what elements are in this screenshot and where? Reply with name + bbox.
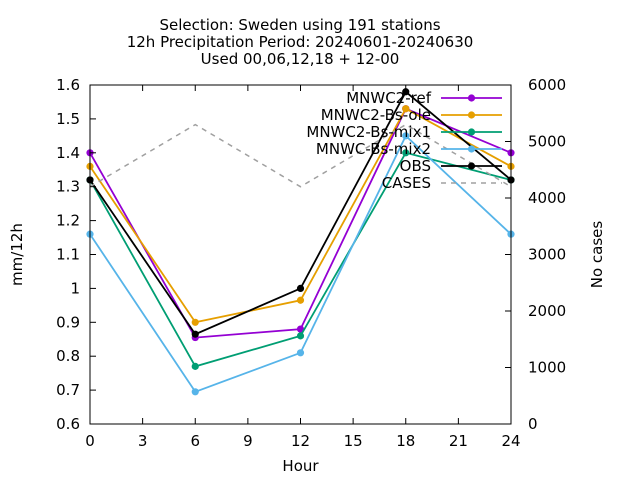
legend-label: CASES — [382, 174, 431, 192]
y-tick-label: 1.6 — [56, 76, 80, 94]
series-line-cases — [89, 123, 512, 188]
y-tick-label: 0.7 — [56, 381, 80, 399]
y2-axis-label: No cases — [588, 221, 606, 289]
data-point — [191, 318, 199, 326]
legend-label: MNWC2-Bs-mix1 — [306, 123, 431, 141]
x-tick-label: 15 — [344, 432, 363, 450]
data-point — [296, 284, 305, 292]
y-tick-label: 1.3 — [56, 178, 80, 196]
y-tick-label: 1 — [70, 279, 80, 297]
title-line: 12h Precipitation Period: 20240601-20240… — [127, 33, 474, 51]
data-point — [402, 88, 410, 96]
legend-marker — [467, 145, 476, 153]
data-point — [402, 132, 410, 140]
legend-label: MNWC-Bs-mix2 — [316, 140, 431, 158]
title-line: Used 00,06,12,18 + 12-00 — [201, 50, 400, 68]
data-point — [191, 362, 199, 370]
y-tick-label: 1.5 — [56, 110, 80, 128]
x-tick-label: 0 — [85, 432, 95, 450]
y2-tick-label: 1000 — [528, 359, 566, 377]
y2-tick-label: 0 — [528, 415, 538, 433]
y-tick-label: 1.1 — [56, 246, 80, 264]
y-tick-label: 1.4 — [56, 144, 80, 162]
y2-tick-label: 5000 — [528, 133, 566, 151]
data-point — [296, 332, 305, 340]
x-tick-label: 6 — [190, 432, 200, 450]
series-lines — [86, 88, 515, 396]
y2-tick-label: 6000 — [528, 76, 566, 94]
data-point — [296, 296, 305, 304]
legend-marker — [467, 94, 476, 102]
axis-ticks: 0 3 6 9 12 15 18 21 24 0.6 0.7 0.8 0.9 1 1.1 1.2 1.3 1.4 1… — [56, 76, 566, 450]
legend-label: OBS — [400, 157, 431, 175]
title-line: Selection: Sweden using 191 stations — [159, 16, 440, 34]
y2-tick-label: 2000 — [528, 302, 566, 320]
x-tick-label: 3 — [138, 432, 148, 450]
y2-tick-label: 3000 — [528, 246, 566, 264]
legend-label: MNWC2-ref — [346, 89, 431, 107]
y-tick-label: 0.6 — [56, 415, 80, 433]
legend-marker — [467, 162, 476, 170]
x-tick-label: 24 — [501, 432, 520, 450]
data-point — [402, 105, 410, 113]
legend-marker — [467, 111, 476, 119]
y2-tick-label: 4000 — [528, 189, 566, 207]
legend-label: MNWC2-Bs-ole — [321, 106, 431, 124]
legend: MNWC2-refMNWC2-Bs-oleMNWC2-Bs-mix1MNWC-B… — [306, 89, 502, 192]
y-axis-label: mm/12h — [8, 223, 26, 286]
y-tick-label: 1.2 — [56, 212, 80, 230]
x-tick-label: 12 — [291, 432, 310, 450]
data-point — [402, 149, 410, 157]
x-tick-label: 18 — [396, 432, 415, 450]
y-tick-label: 0.9 — [56, 313, 80, 331]
data-point — [296, 349, 305, 357]
data-point — [296, 325, 305, 333]
plot-frame — [89, 84, 512, 425]
x-tick-label: 9 — [243, 432, 253, 450]
chart-title: Selection: Sweden using 191 stations12h … — [127, 16, 474, 68]
legend-marker — [467, 128, 476, 136]
y-tick-label: 0.8 — [56, 347, 80, 365]
data-point — [191, 388, 199, 396]
x-tick-label: 21 — [449, 432, 468, 450]
data-point — [191, 330, 199, 338]
x-axis-label: Hour — [282, 457, 319, 475]
